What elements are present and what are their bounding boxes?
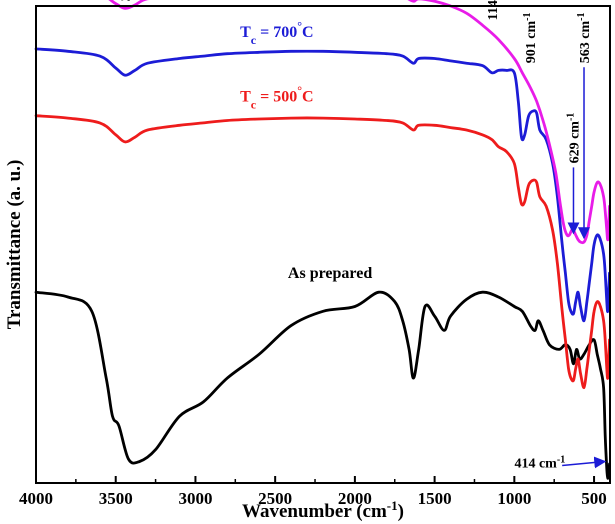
series-line-2 [34, 47, 611, 323]
x-axis-title-text: Wavenumber (cm [242, 501, 387, 522]
peak-label-6: 414 cm-1 [514, 454, 565, 472]
series-layer [34, 0, 611, 480]
peak-label-value: 563 cm [578, 21, 593, 64]
series-line-1 [34, 114, 611, 390]
series-label-2: Tc = 500°C [240, 83, 313, 111]
peak-label-3: 901 cm-1 [522, 13, 540, 64]
peak-label-value: 901 cm [524, 21, 539, 64]
peak-label-unit-sup: -1 [522, 13, 533, 21]
x-axis-title-close: ) [398, 501, 404, 522]
x-axis-ticks: 4000 3500 3000 2500 2000 1500 1000 500 [19, 476, 607, 508]
x-tick-label-3500: 3500 [99, 489, 133, 508]
peak-label-2: 1141 cm-1 [483, 0, 501, 20]
x-tick-label-3000: 3000 [178, 489, 212, 508]
peak-label-value: 3441 cm [119, 0, 134, 1]
plot-frame [35, 5, 611, 484]
peak-label-0: 3441 cm-1 [117, 0, 135, 1]
x-tick-label-4000: 4000 [19, 489, 53, 508]
series-label-1: Tc = 700°C [240, 19, 313, 47]
x-tick-label-1000: 1000 [497, 489, 531, 508]
series-line-0 [34, 290, 611, 480]
peak-label-unit-sup: -1 [576, 13, 587, 21]
series-label-prefix: As prepared [288, 265, 372, 282]
series-label-value: 700 [273, 24, 297, 41]
peak-label-unit-sup: -1 [565, 113, 576, 121]
series-label-sub: c [251, 33, 257, 47]
series-label-value: 500 [273, 88, 297, 105]
x-tick-label-1500: 1500 [418, 489, 452, 508]
x-axis-title-sup: -1 [387, 498, 398, 513]
peak-label-unit-sup: -1 [557, 454, 565, 465]
series-label-prefix: T [240, 24, 251, 41]
peak-label-5: 563 cm-1 [576, 13, 594, 64]
y-axis-title: Transmittance (a. u.) [4, 160, 25, 330]
x-tick-label-2500: 2500 [258, 489, 292, 508]
peak-arrow-6 [562, 456, 607, 469]
series-label-eq: = [256, 88, 273, 105]
peak-label-value: 1141 cm [486, 0, 501, 20]
series-line-3 [108, 0, 611, 245]
series-label-degree: ° [297, 19, 302, 33]
series-label-unit: C [302, 88, 314, 105]
x-tick-label-500: 500 [581, 489, 607, 508]
peak-label-value: 414 cm [514, 456, 557, 471]
peak-label-4: 629 cm-1 [565, 113, 583, 164]
x-axis-title: Wavenumber (cm-1) [242, 498, 404, 523]
series-label-degree: ° [297, 83, 302, 97]
series-label-unit: C [302, 24, 314, 41]
series-label-eq: = [256, 24, 273, 41]
series-label-sub: c [251, 97, 257, 111]
series-label-3: As prepared [288, 265, 372, 282]
peak-label-value: 629 cm [567, 121, 582, 164]
series-label-prefix: T [240, 88, 251, 105]
series-labels: Tc = 900°CTc = 700°CTc = 500°CAs prepare… [240, 19, 372, 282]
x-tick-label-2000: 2000 [338, 489, 372, 508]
